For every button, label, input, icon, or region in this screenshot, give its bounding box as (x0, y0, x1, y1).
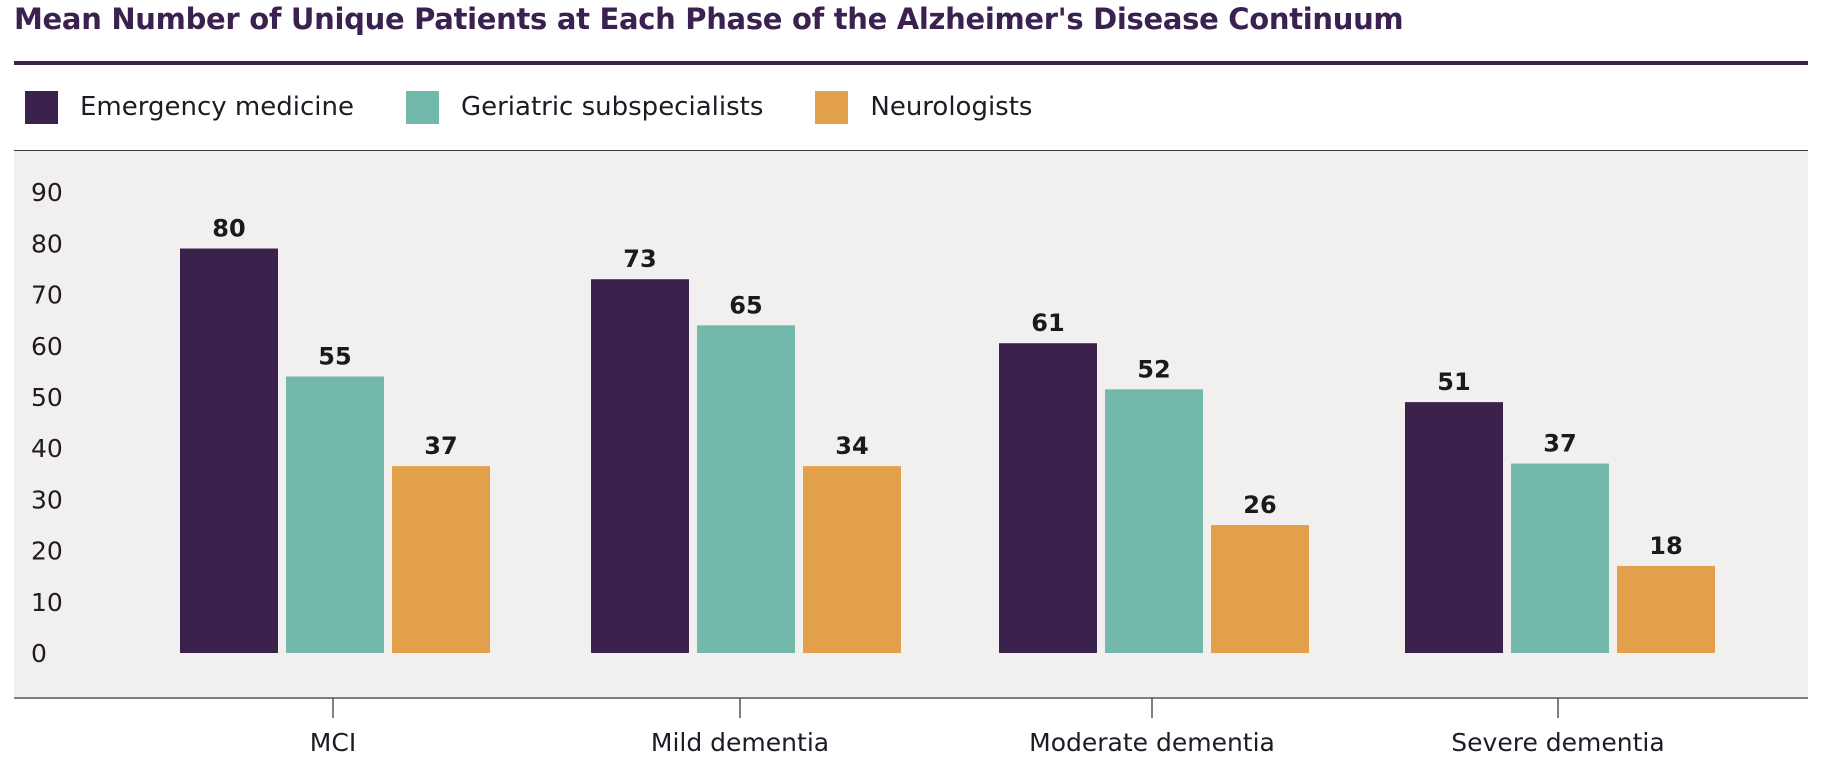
bar (1405, 402, 1503, 653)
legend-label-geriatric-subspecialists: Geriatric subspecialists (460, 92, 764, 122)
legend-swatch-neurologists (815, 90, 849, 124)
data-label: 18 (1649, 532, 1682, 560)
legend-swatch-emergency-medicine (25, 90, 58, 124)
y-tick-label: 60 (31, 332, 63, 361)
data-label: 65 (729, 291, 762, 319)
data-label: 73 (623, 245, 656, 273)
y-tick-label: 20 (31, 537, 63, 566)
data-label: 52 (1137, 355, 1170, 383)
legend-swatch-geriatric-subspecialists (405, 90, 439, 124)
chart-title: Mean Number of Unique Patients at Each P… (14, 2, 1404, 36)
y-tick-label: 50 (31, 383, 63, 412)
legend-divider (14, 150, 1808, 151)
bar (1211, 525, 1309, 653)
y-tick-label: 90 (31, 178, 63, 207)
legend-item-emergency-medicine: Emergency medicine (25, 90, 354, 124)
y-tick-label: 30 (31, 485, 63, 514)
bar (697, 325, 795, 653)
y-tick-label: 80 (31, 229, 63, 258)
title-divider (14, 61, 1808, 65)
data-label: 34 (835, 432, 868, 460)
data-label: 51 (1437, 368, 1470, 396)
data-label: 80 (212, 215, 245, 243)
bar (591, 279, 689, 653)
y-tick-label: 0 (31, 639, 47, 668)
bar (1105, 389, 1203, 653)
legend-item-geriatric-subspecialists: Geriatric subspecialists (405, 90, 764, 124)
bar (1617, 565, 1715, 653)
data-label: 37 (424, 432, 457, 460)
bar (999, 343, 1097, 653)
x-tick-label: Mild dementia (651, 728, 829, 757)
data-label: 37 (1543, 430, 1576, 458)
y-tick-label: 10 (31, 588, 63, 617)
x-tick-label: Moderate dementia (1029, 728, 1275, 757)
data-label: 61 (1031, 309, 1064, 337)
data-label: 55 (318, 343, 351, 371)
x-tick-label: MCI (310, 728, 356, 757)
legend-item-neurologists: Neurologists (815, 90, 1033, 124)
legend-label-emergency-medicine: Emergency medicine (80, 92, 354, 122)
bar (803, 466, 901, 653)
y-tick-label: 70 (31, 281, 63, 310)
legend: Emergency medicine Geriatric subspeciali… (25, 88, 1084, 126)
y-tick-label: 40 (31, 434, 63, 463)
legend-label-neurologists: Neurologists (870, 92, 1033, 122)
bar (286, 376, 384, 653)
data-label: 26 (1243, 491, 1276, 519)
bar (180, 248, 278, 653)
x-tick-label: Severe dementia (1451, 728, 1664, 757)
bar (1511, 463, 1609, 653)
bar (392, 466, 490, 653)
